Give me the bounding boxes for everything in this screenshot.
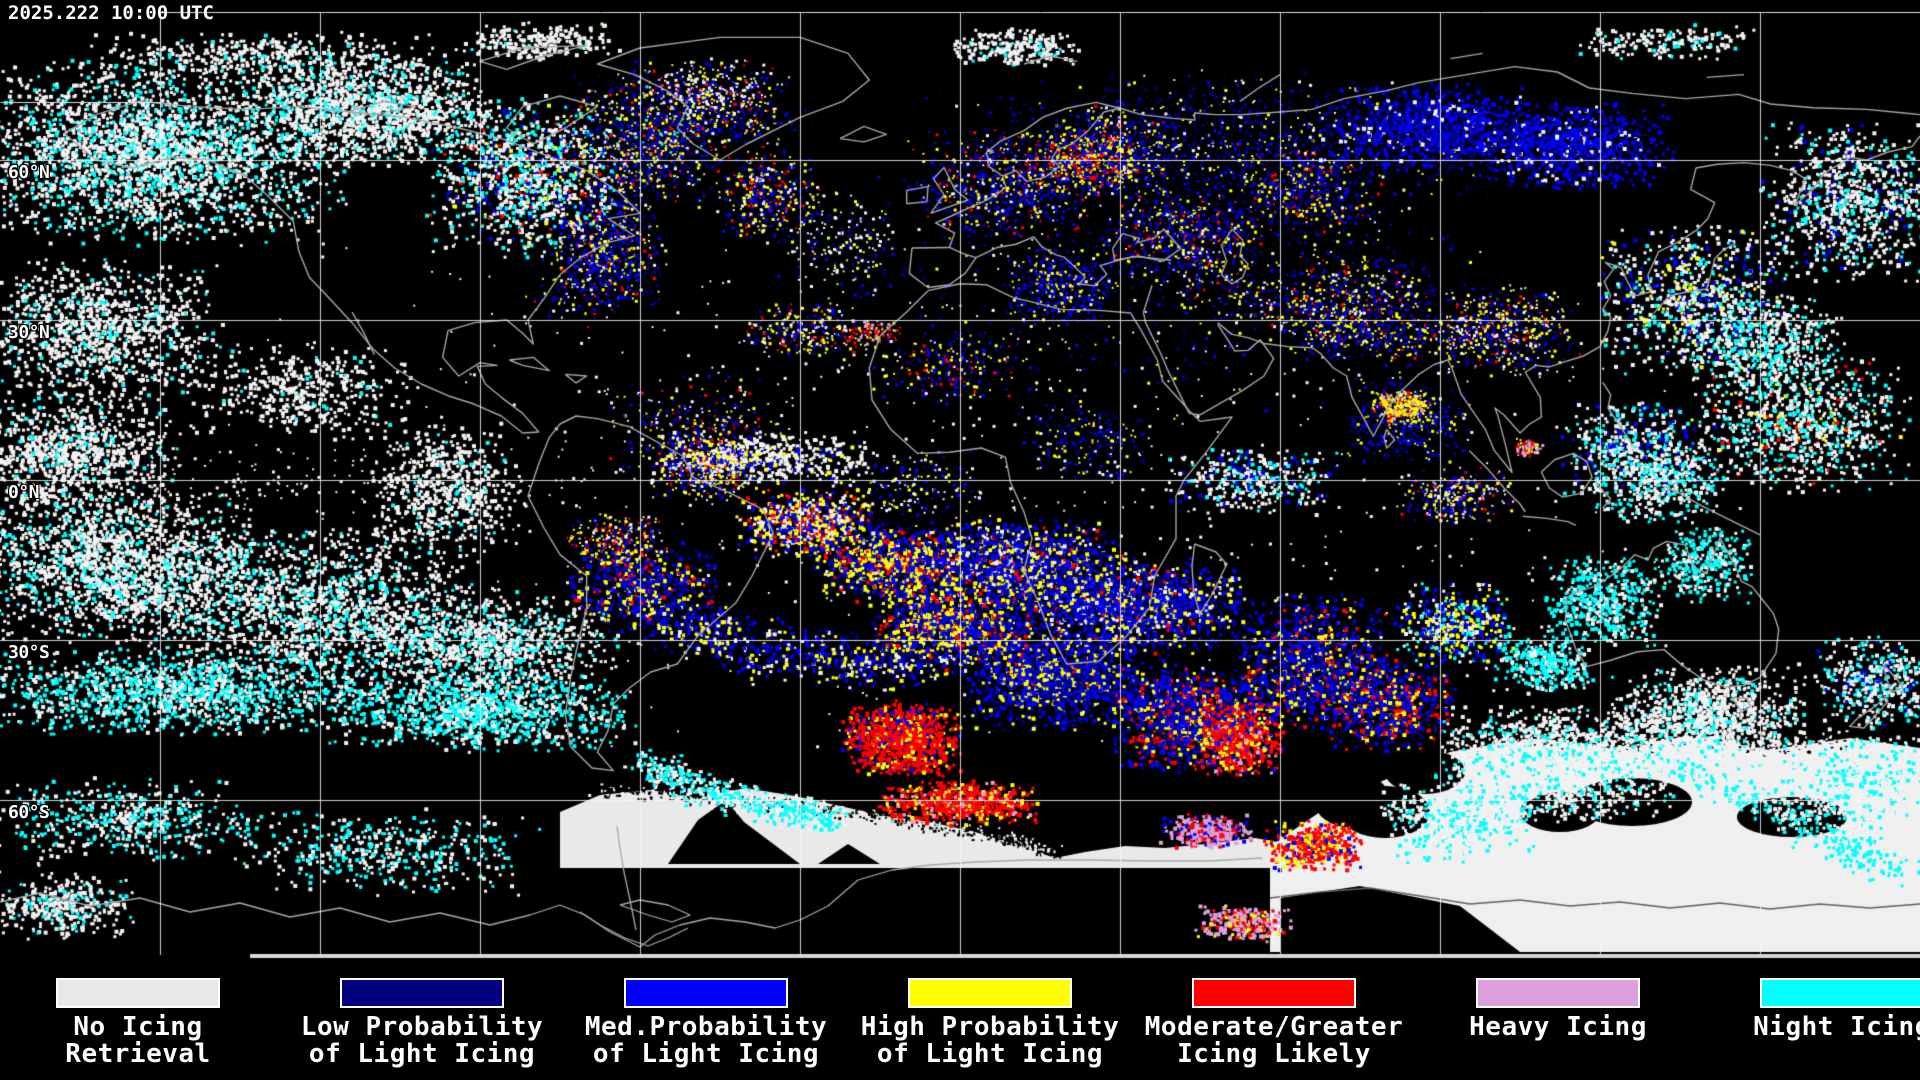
lat-label: 30°N [8, 322, 50, 343]
legend-item: Med.Probability of Light Icing [564, 960, 848, 1080]
legend-item: Moderate/Greater Icing Likely [1132, 960, 1416, 1080]
lat-label: 30°S [8, 642, 50, 663]
legend-label: Moderate/Greater Icing Likely [1144, 1012, 1404, 1069]
legend-label: Heavy Icing [1469, 1012, 1647, 1042]
legend-item: No Icing Retrieval [0, 960, 280, 1080]
timestamp-label: 2025.222 10:00 UTC [8, 2, 214, 24]
lat-label: 0°N [8, 482, 40, 503]
legend-swatch [1476, 978, 1640, 1008]
legend-label: No Icing Retrieval [65, 1012, 211, 1069]
legend-item: Heavy Icing [1416, 960, 1700, 1080]
legend: No Icing Retrieval Low Probability of Lig… [0, 960, 1920, 1080]
legend-label: High Probability of Light Icing [860, 1012, 1120, 1069]
global-icing-map-canvas [0, 0, 1920, 960]
legend-swatch [624, 978, 788, 1008]
lat-label: 60°S [8, 802, 50, 823]
legend-swatch [908, 978, 1072, 1008]
legend-label: Low Probability of Light Icing [300, 1012, 544, 1069]
legend-swatch [1760, 978, 1920, 1008]
legend-swatch [340, 978, 504, 1008]
legend-item: Night Icing [1700, 960, 1920, 1080]
legend-swatch [56, 978, 220, 1008]
legend-item: Low Probability of Light Icing [280, 960, 564, 1080]
legend-item: High Probability of Light Icing [848, 960, 1132, 1080]
legend-label: Night Icing [1753, 1012, 1920, 1042]
legend-swatch [1192, 978, 1356, 1008]
legend-label: Med.Probability of Light Icing [584, 1012, 828, 1069]
lat-label: 60°N [8, 162, 50, 183]
